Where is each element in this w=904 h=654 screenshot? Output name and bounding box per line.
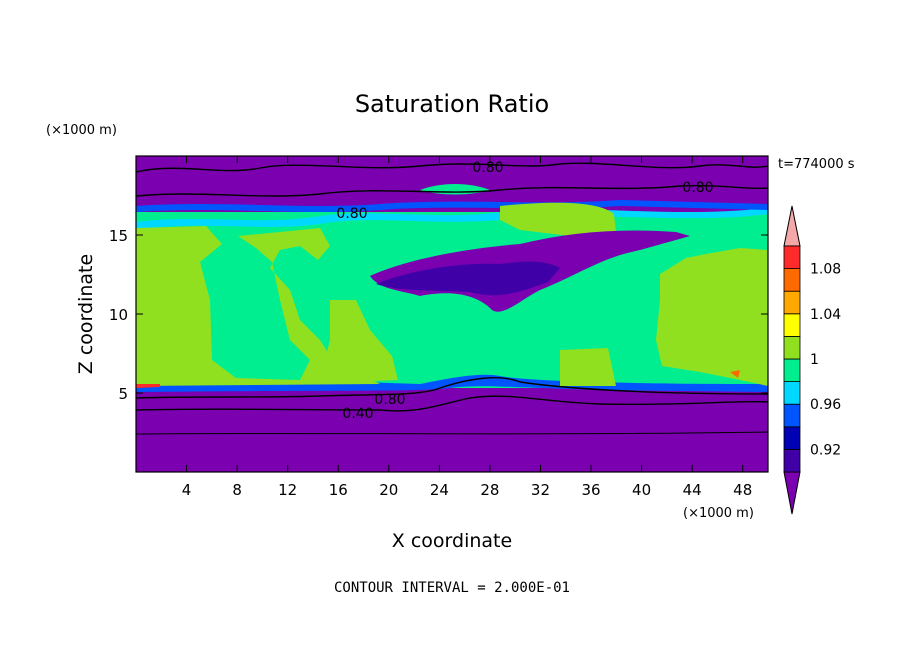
near-saturation-patch-center	[322, 300, 398, 382]
colorbar-segment	[783, 448, 801, 473]
plot-field: 0.80 0.80 0.80 0.80 0.40	[136, 156, 768, 472]
colorbar-tick-label: 1.04	[810, 307, 841, 323]
chart-title: Saturation Ratio	[355, 90, 549, 118]
x-tick-label: 36	[581, 481, 600, 499]
contour-label-2: 0.80	[682, 180, 713, 196]
colorbar-tick-label: 1.08	[810, 262, 841, 278]
colorbar-under-triangle	[783, 471, 801, 515]
x-tick-label: 4	[182, 481, 192, 499]
x-tick-label: 48	[733, 481, 752, 499]
colorbar-segment	[783, 403, 801, 428]
colorbar-segment	[783, 335, 801, 360]
contour-label-4: 0.80	[374, 392, 405, 408]
saturated-edge-patch-east	[730, 370, 740, 378]
colorbar-tick-label: 1	[810, 352, 819, 368]
x-tick-label: 8	[232, 481, 242, 499]
contour-label-1: 0.80	[472, 160, 503, 176]
y-axis-title: Z coordinate	[75, 254, 97, 374]
colorbar-segment	[783, 245, 801, 270]
colorbar-segment	[783, 426, 801, 450]
dry-intrusion-core	[376, 261, 560, 296]
contour-line-upper-b	[136, 184, 768, 197]
colorbar-segment	[783, 268, 801, 292]
contour-interval-footer: CONTOUR INTERVAL = 2.000E-01	[334, 580, 570, 596]
x-tick-label: 28	[480, 481, 499, 499]
near-saturation-patch-north	[500, 202, 616, 236]
x-tick-label: 16	[329, 481, 348, 499]
near-saturation-patch-east	[656, 248, 768, 386]
contour-label-3: 0.80	[336, 206, 367, 222]
x-tick-label: 12	[278, 481, 297, 499]
y-tick-label: 10	[109, 306, 128, 324]
colorbar-tick-label: 0.96	[810, 397, 841, 413]
x-tick-label: 40	[632, 481, 651, 499]
contour-line-lower-a	[136, 377, 768, 399]
x-axis-title: X coordinate	[392, 530, 512, 552]
lower-dry-layer	[136, 388, 768, 472]
colorbar-segment	[783, 358, 801, 383]
near-saturation-patch-south	[560, 348, 616, 386]
contour-line-lower-c	[136, 431, 768, 435]
contour-label-5: 0.40	[342, 406, 373, 422]
colorbar-over-triangle	[783, 205, 801, 247]
lower-transition-band	[136, 374, 768, 392]
y-unit-label: (×1000 m)	[46, 123, 117, 138]
saturated-edge-patch	[136, 384, 160, 388]
y-axis-ticks: 5 10 15	[109, 227, 768, 403]
contour-line-upper-a	[136, 162, 768, 173]
x-tick-label: 20	[379, 481, 398, 499]
x-tick-label: 32	[531, 481, 550, 499]
colorbar: 0.92 0.96 1 1.04 1.08	[783, 205, 841, 515]
contour-line-lower-b	[136, 395, 768, 412]
near-saturation-patch-west	[136, 226, 380, 386]
y-tick-label: 5	[118, 385, 128, 403]
y-tick-label: 15	[109, 227, 128, 245]
colorbar-segment	[783, 313, 801, 337]
colorbar-segment	[783, 290, 801, 315]
colorbar-segment	[783, 381, 801, 405]
x-tick-label: 24	[430, 481, 449, 499]
upper-blue-band	[136, 200, 768, 212]
x-unit-label: (×1000 m)	[683, 506, 754, 521]
time-label: t=774000 s	[778, 157, 855, 172]
x-tick-label: 44	[683, 481, 702, 499]
x-axis-ticks: 4 8 12 16 20 24 28 32 36 40 44 48	[182, 156, 752, 499]
colorbar-tick-label: 0.92	[810, 442, 841, 458]
